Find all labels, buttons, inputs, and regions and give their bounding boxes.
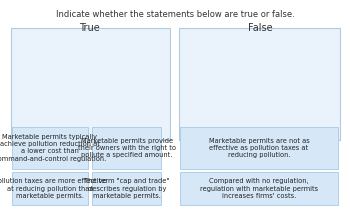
FancyBboxPatch shape: [178, 28, 340, 140]
Text: True: True: [79, 23, 100, 33]
FancyBboxPatch shape: [92, 172, 161, 205]
FancyBboxPatch shape: [180, 172, 338, 205]
FancyBboxPatch shape: [92, 127, 161, 169]
Text: Marketable permits are not as
effective as pollution taxes at
reducing pollution: Marketable permits are not as effective …: [209, 138, 309, 158]
Text: Compared with no regulation,
regulation with marketable permits
increases firms': Compared with no regulation, regulation …: [200, 178, 318, 199]
Text: The term "cap and trade"
describes regulation by
marketable permits.: The term "cap and trade" describes regul…: [84, 178, 169, 199]
Text: Pollution taxes are more effective
at reducing pollution than
marketable permits: Pollution taxes are more effective at re…: [0, 178, 106, 199]
FancyBboxPatch shape: [12, 172, 88, 205]
FancyBboxPatch shape: [12, 127, 88, 169]
Text: Marketable permits provide
their owners with the right to
pollute a specified am: Marketable permits provide their owners …: [78, 138, 176, 158]
Text: Indicate whether the statements below are true or false.: Indicate whether the statements below ar…: [56, 10, 294, 19]
FancyBboxPatch shape: [180, 127, 338, 169]
Text: False: False: [248, 23, 273, 33]
Text: Marketable permits typically
achieve pollution reduction at
a lower cost than
co: Marketable permits typically achieve pol…: [0, 134, 106, 162]
FancyBboxPatch shape: [10, 28, 170, 140]
